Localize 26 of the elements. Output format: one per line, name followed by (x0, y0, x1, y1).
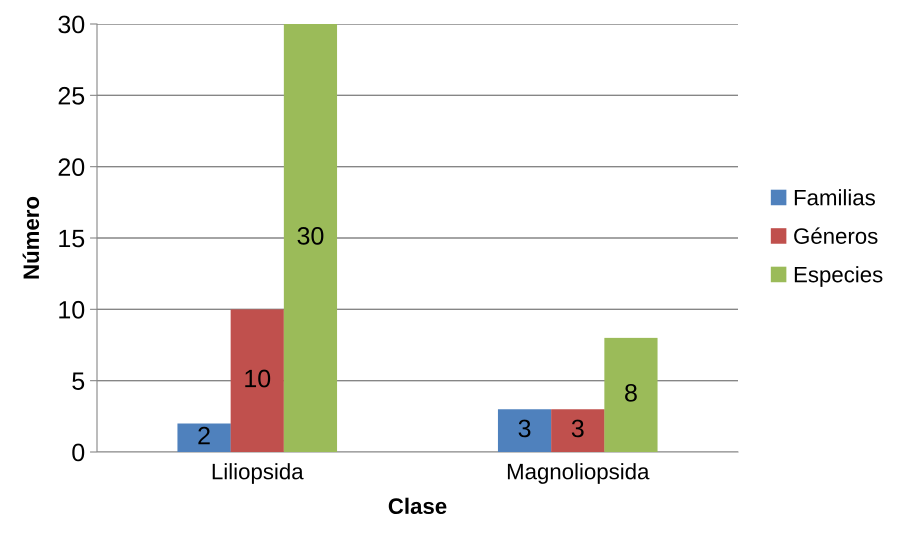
x-tick-label: Magnoliopsida (508, 463, 650, 484)
bar (230, 309, 284, 452)
y-axis-title: Número (22, 196, 40, 278)
data-label: 2 (198, 426, 210, 444)
y-tick-label: 30 (58, 16, 84, 34)
bar (177, 423, 231, 452)
y-tick-label: 25 (58, 86, 84, 105)
x-axis-title: Clase (388, 498, 446, 514)
legend-label: Familias (794, 189, 875, 206)
y-tick-label: 20 (58, 158, 84, 176)
legend-label: Géneros (794, 227, 878, 244)
data-label: 30 (298, 227, 324, 245)
bar (498, 409, 552, 452)
y-tick-label: 5 (72, 372, 84, 390)
y-tick-label: 10 (59, 300, 84, 319)
data-label: 10 (245, 370, 270, 388)
bar (551, 409, 604, 452)
data-label: 3 (518, 420, 530, 438)
bar (604, 338, 658, 452)
legend-label: Especies (794, 266, 882, 287)
y-tick-label: 15 (59, 230, 84, 248)
data-label: 3 (572, 420, 584, 438)
bar (284, 24, 338, 452)
data-label: 8 (625, 384, 637, 402)
x-tick-label: Liliopsida (212, 463, 304, 484)
y-tick-label: 0 (72, 444, 84, 462)
